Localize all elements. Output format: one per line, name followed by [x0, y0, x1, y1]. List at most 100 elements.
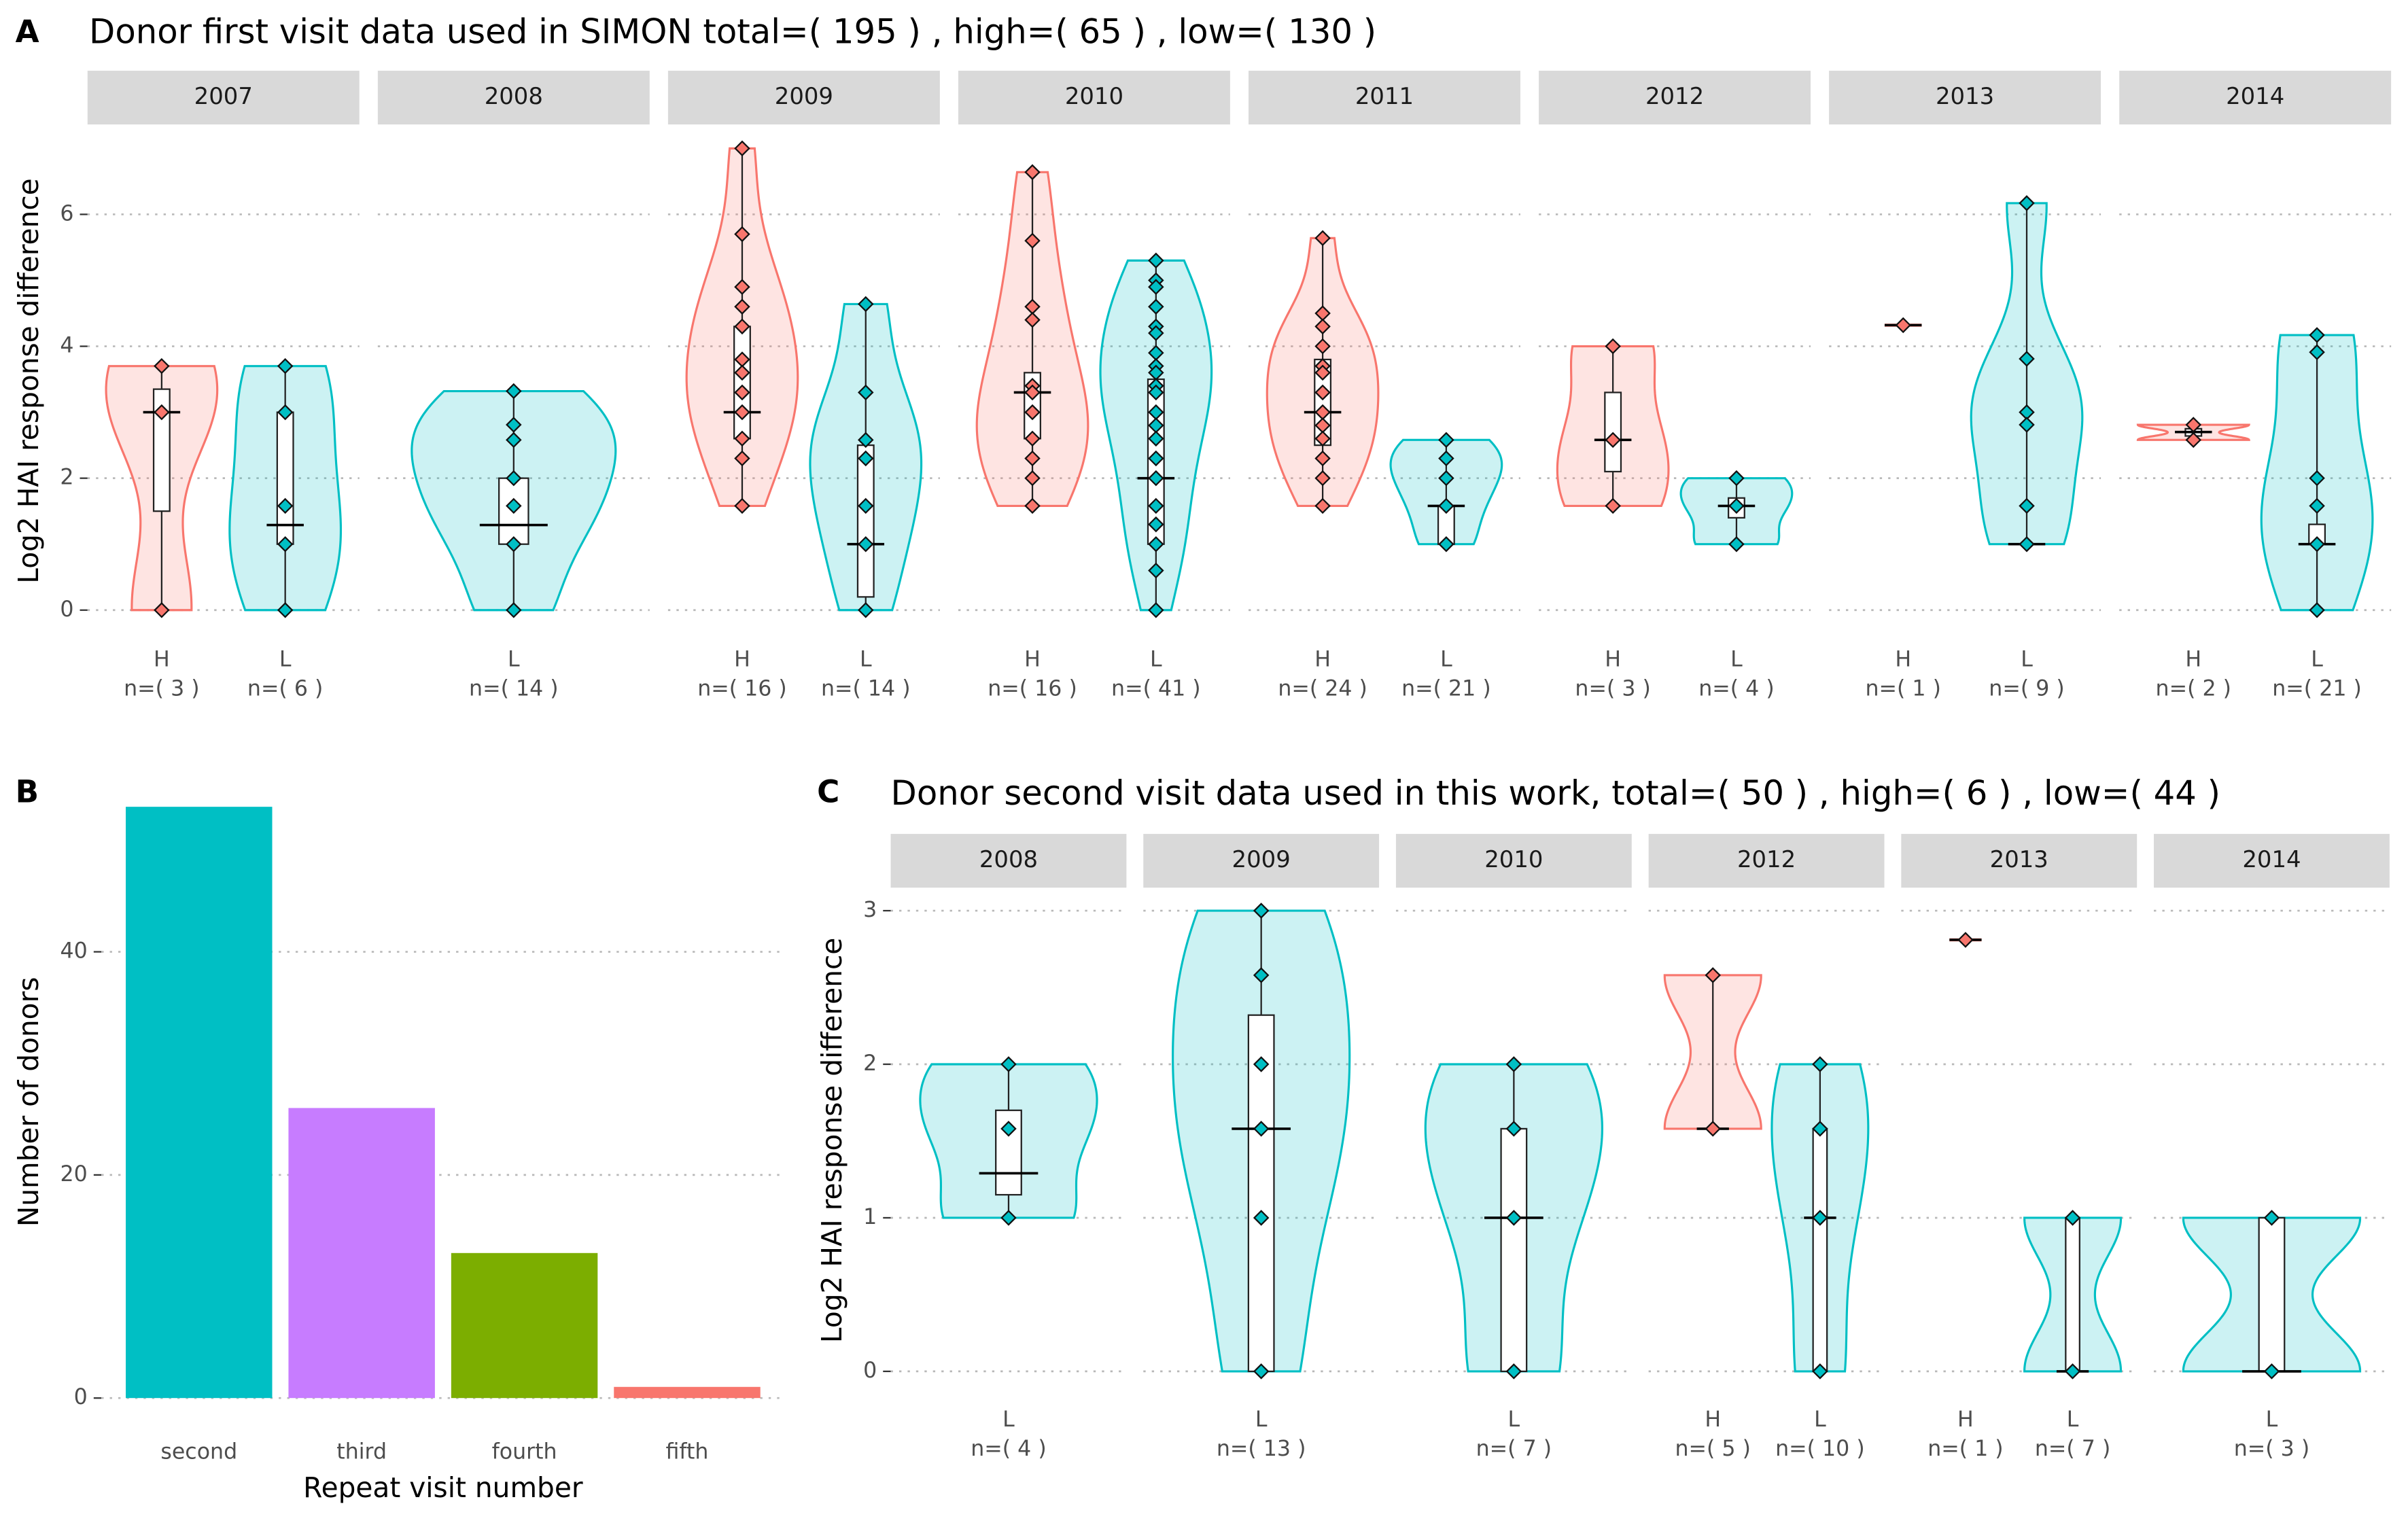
data-point	[1314, 470, 1331, 487]
data-point	[154, 357, 170, 374]
data-point	[2019, 417, 2035, 433]
data-point	[1253, 1363, 1270, 1380]
facet-label: 2012	[1737, 846, 1796, 873]
x-tick-label: L	[860, 648, 872, 672]
y-tick-label: 6	[60, 201, 73, 226]
data-point	[2309, 470, 2325, 487]
facet-label: 2010	[1484, 846, 1543, 873]
x-tick-label: L	[2067, 1407, 2079, 1432]
data-point	[1728, 470, 1745, 487]
data-point	[1957, 932, 1974, 948]
data-point	[506, 536, 522, 553]
data-point	[1148, 470, 1164, 487]
panel-letter: A	[16, 14, 39, 50]
x-tick-label: H	[1705, 1407, 1721, 1432]
facet-label: 2013	[1990, 846, 2048, 873]
facet-strip	[1648, 834, 1885, 888]
data-point	[1438, 536, 1454, 553]
data-point	[154, 404, 170, 421]
facet-strip	[1539, 71, 1811, 125]
data-point	[1024, 497, 1041, 514]
data-point	[1438, 497, 1454, 514]
data-point	[858, 450, 874, 467]
facet-strip	[1143, 834, 1380, 888]
data-point	[1505, 1121, 1522, 1137]
x-count-label: n=( 2 )	[2156, 677, 2231, 701]
data-point	[506, 470, 522, 487]
facet-strip	[958, 71, 1230, 125]
facet-strip	[377, 71, 650, 125]
x-tick-label: fifth	[666, 1440, 709, 1465]
data-point	[858, 497, 874, 514]
x-count-label: n=( 1 )	[1865, 677, 1940, 701]
data-point	[277, 497, 294, 514]
x-tick-label: H	[1957, 1407, 1974, 1432]
data-point	[1314, 450, 1331, 467]
panel-letter: B	[16, 773, 39, 809]
x-tick-label: L	[508, 648, 520, 672]
facet-label: 2010	[1065, 83, 1123, 109]
x-count-label: n=( 21 )	[2272, 677, 2362, 701]
data-point	[1438, 470, 1454, 487]
data-point	[1148, 516, 1164, 533]
data-point	[1253, 902, 1270, 919]
data-point	[1024, 404, 1041, 421]
data-point	[858, 384, 874, 401]
data-point	[2263, 1210, 2280, 1226]
x-count-label: n=( 4 )	[1698, 677, 1774, 701]
y-tick-label: 4	[60, 334, 73, 358]
data-point	[1148, 298, 1164, 315]
x-tick-label: H	[1024, 648, 1041, 672]
data-point	[2309, 497, 2325, 514]
y-tick-label: 40	[60, 939, 88, 964]
data-point	[154, 601, 170, 618]
x-tick-label: H	[1895, 648, 1911, 672]
data-point	[277, 536, 294, 553]
data-point	[1314, 338, 1331, 355]
x-tick-label: L	[1730, 648, 1743, 672]
x-count-label: n=( 3 )	[2234, 1437, 2309, 1461]
data-point	[2309, 536, 2325, 553]
x-tick-label: L	[1150, 648, 1162, 672]
y-tick-label: 20	[60, 1162, 88, 1187]
x-count-label: n=( 16 )	[697, 677, 787, 701]
data-point	[1314, 230, 1331, 247]
facet-label: 2009	[775, 83, 833, 109]
x-tick-label: L	[1255, 1407, 1268, 1432]
data-point	[2064, 1363, 2081, 1380]
data-point	[734, 430, 750, 447]
data-point	[2185, 417, 2202, 433]
data-point	[734, 404, 750, 421]
x-tick-label: H	[1314, 648, 1331, 672]
data-point	[734, 226, 750, 243]
box	[1500, 1127, 1528, 1373]
data-point	[1812, 1363, 1828, 1380]
x-tick-label: L	[2311, 648, 2323, 672]
x-axis-title: Repeat visit number	[303, 1471, 583, 1504]
data-point	[1705, 1121, 1721, 1137]
panel-letter: C	[817, 773, 839, 809]
data-point	[1314, 364, 1331, 381]
y-axis-title: Number of donors	[12, 977, 45, 1227]
x-count-label: n=( 41 )	[1111, 677, 1201, 701]
x-tick-label: H	[734, 648, 750, 672]
data-point	[1605, 497, 1621, 514]
facet-strip	[1395, 834, 1632, 888]
data-point	[1314, 430, 1331, 447]
facet-strip	[2154, 834, 2390, 888]
data-point	[1148, 384, 1164, 401]
x-tick-label: L	[279, 648, 292, 672]
data-point	[1024, 311, 1041, 328]
data-point	[1148, 536, 1164, 553]
x-tick-label: L	[2021, 648, 2033, 672]
facet-label: 2009	[1232, 846, 1291, 873]
x-tick-label: H	[2185, 648, 2201, 672]
data-point	[1000, 1121, 1017, 1137]
data-point	[1314, 384, 1331, 401]
data-point	[506, 432, 522, 449]
data-point	[858, 536, 874, 553]
x-tick-label: L	[2266, 1407, 2278, 1432]
x-tick-label: third	[336, 1440, 387, 1465]
data-point	[1148, 279, 1164, 295]
data-point	[1000, 1210, 1017, 1226]
